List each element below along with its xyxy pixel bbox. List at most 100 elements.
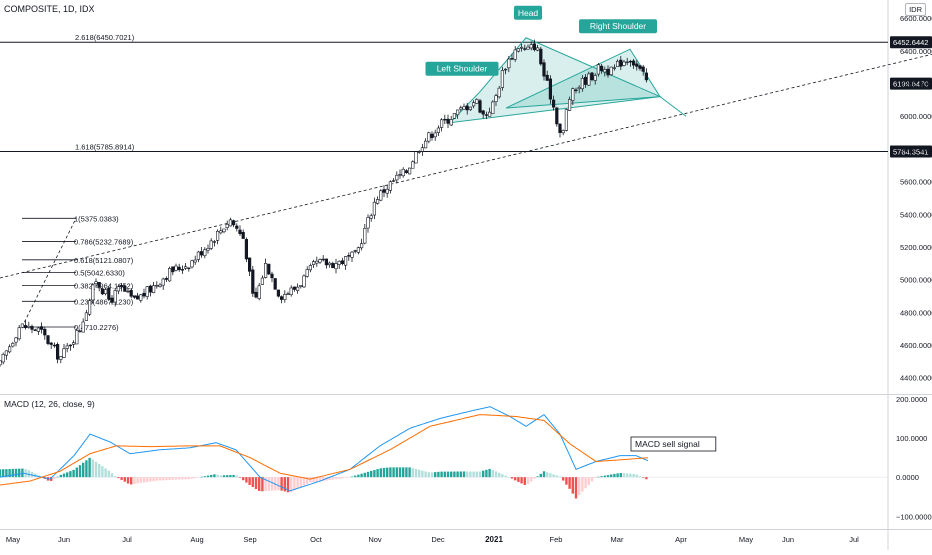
candle-down	[148, 285, 153, 293]
macd-histogram-bar	[264, 477, 267, 492]
macd-histogram-bar	[107, 470, 110, 478]
candle-down	[484, 114, 489, 116]
macd-histogram-bar	[149, 477, 152, 482]
macd-histogram-bar	[408, 467, 411, 478]
macd-histogram-bar	[152, 477, 155, 482]
time-axis-label: May	[739, 535, 753, 544]
macd-indicator-title[interactable]: MACD (12, 26, close, 9)	[4, 399, 95, 409]
time-axis-label: Jun	[782, 535, 794, 544]
time-axis-label: Oct	[310, 535, 323, 544]
candle-up	[212, 241, 217, 243]
candle-down	[641, 66, 645, 72]
macd-histogram-bar	[613, 473, 616, 478]
candle-up	[411, 161, 415, 169]
candle-up	[0, 360, 2, 366]
macd-histogram-bar	[574, 477, 578, 499]
macd-histogram-bar	[424, 471, 427, 478]
macd-histogram-bar	[56, 476, 59, 478]
macd-histogram-bar	[533, 477, 536, 479]
macd-histogram-bar	[5, 469, 8, 478]
price-axis[interactable]: 6600.0000 6400.0000 6200.0000 6000.0000 5800…	[896, 14, 932, 521]
candle-up	[516, 48, 520, 52]
macd-layer: MACD sell signal	[0, 406, 888, 499]
macd-histogram-bar	[622, 473, 626, 478]
macd-histogram-bar	[158, 477, 162, 481]
candle-up	[471, 102, 476, 107]
candle-down	[78, 330, 82, 332]
macd-histogram-bar	[485, 469, 488, 478]
candle-up	[193, 259, 197, 263]
macd-histogram-bar	[494, 471, 498, 478]
price-tick-label: 6600.0000	[900, 14, 932, 23]
fib-level-label: 0(4710.2276)	[74, 323, 119, 332]
macd-histogram-bar	[261, 477, 264, 492]
macd-histogram-bar	[427, 472, 430, 478]
macd-histogram-bar	[440, 471, 443, 478]
candle-up	[507, 58, 511, 69]
macd-histogram-bar	[197, 477, 200, 478]
macd-histogram-bar	[462, 471, 466, 478]
macd-histogram-bar	[290, 477, 293, 493]
candle-up	[452, 113, 457, 119]
candle-up	[228, 219, 233, 227]
time-axis[interactable]: May Jun Jul Aug Sep Oct Nov Dec 2021 Feb Mar Apr May…	[6, 535, 859, 544]
macd-histogram-bar	[270, 477, 274, 491]
candle-down	[347, 255, 351, 257]
candle-down	[644, 72, 648, 81]
macd-histogram-bar	[581, 477, 584, 492]
candle-down	[292, 286, 297, 290]
time-axis-label: Jul	[122, 535, 132, 544]
candle-down	[107, 288, 111, 300]
macd-histogram-bar	[277, 477, 280, 491]
candle-up	[615, 60, 620, 67]
time-axis-label: Dec	[431, 535, 445, 544]
candle-up	[104, 289, 108, 295]
macd-histogram-bar	[338, 477, 341, 479]
macd-histogram-bar	[635, 474, 638, 478]
macd-histogram-bar	[469, 471, 472, 478]
candle-up	[401, 168, 405, 177]
candle-up	[72, 342, 76, 345]
macd-histogram-bar	[344, 477, 347, 478]
macd-histogram-bar	[632, 473, 635, 478]
candle-down	[443, 118, 447, 121]
macd-histogram-bar	[184, 477, 187, 480]
candle-down	[619, 59, 623, 67]
macd-histogram-bar	[104, 468, 107, 478]
currency-badge[interactable]: IDR	[905, 3, 926, 16]
macd-histogram-bar	[373, 469, 376, 478]
macd-histogram-bar	[578, 477, 581, 496]
candle-down	[46, 335, 50, 344]
fib-level-label: 0.382(4964.1852)	[74, 281, 134, 290]
candle-up	[513, 49, 517, 60]
macd-histogram-bar	[187, 477, 190, 480]
candle-up	[497, 87, 501, 98]
horizontal-levels-layer: 2.618(6450.7021) 6452.6442 1.618(5785.8914…	[0, 33, 932, 158]
macd-histogram-bar	[626, 473, 629, 478]
candle-up	[327, 262, 332, 266]
macd-histogram-bar	[334, 477, 338, 480]
macd-histogram-bar	[498, 472, 501, 478]
fib-level-label: 1(5375.0383)	[74, 214, 119, 223]
candle-up	[308, 265, 313, 271]
pattern-label-box	[579, 19, 657, 34]
time-axis-label: Jul	[849, 535, 859, 544]
macd-histogram-bar	[597, 476, 600, 478]
candle-down	[353, 250, 357, 252]
candle-down	[331, 263, 335, 269]
last-price-tag	[890, 77, 932, 90]
candle-down	[276, 289, 281, 297]
candle-up	[612, 67, 616, 69]
macd-histogram-bar	[510, 477, 514, 479]
macd-histogram-bar	[459, 471, 462, 478]
candle-up	[190, 260, 194, 268]
level-price-tag	[890, 36, 932, 49]
candle-up	[567, 99, 572, 111]
candle-up	[27, 325, 31, 328]
macd-histogram-bar	[11, 468, 14, 478]
candle-down	[23, 325, 28, 329]
candle-down	[55, 344, 60, 360]
macd-histogram-bar	[619, 473, 622, 478]
